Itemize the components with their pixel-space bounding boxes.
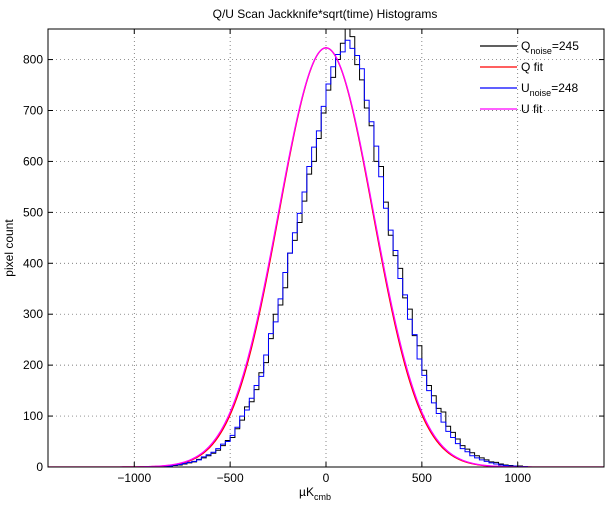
legend-entry: Q fit [521, 60, 544, 74]
y-tick-label: 800 [23, 53, 43, 67]
y-tick-label: 600 [23, 154, 43, 168]
legend: Qnoise=245 Q fit Unoise=248 U fit [480, 39, 579, 116]
legend-entry: Unoise=248 [521, 81, 579, 98]
y-tick-label: 700 [23, 103, 43, 117]
x-tick-label: −500 [217, 471, 244, 485]
y-tick-label: 100 [23, 409, 43, 423]
y-tick-label: 300 [23, 307, 43, 321]
legend-entry: U fit [521, 102, 543, 116]
x-axis-label: µKcmb [299, 485, 331, 502]
legend-entry: Qnoise=245 [521, 39, 579, 56]
grid [48, 29, 604, 467]
y-tick-label: 200 [23, 358, 43, 372]
x-tick-label: −1000 [117, 471, 151, 485]
x-tick-label: 1000 [504, 471, 531, 485]
x-tick-label: 0 [323, 471, 330, 485]
y-tick-label: 500 [23, 205, 43, 219]
axis-ticks: −1000 −500 0 500 1000 0 100 200 300 400 500 600 700 8… [23, 29, 604, 485]
y-axis-label: pixel count [2, 219, 16, 277]
series-line-2 [48, 39, 604, 467]
y-tick-label: 0 [36, 460, 43, 474]
x-tick-label: 500 [412, 471, 432, 485]
y-tick-label: 400 [23, 256, 43, 270]
chart-title: Q/U Scan Jackknife*sqrt(time) Histograms [213, 7, 438, 21]
